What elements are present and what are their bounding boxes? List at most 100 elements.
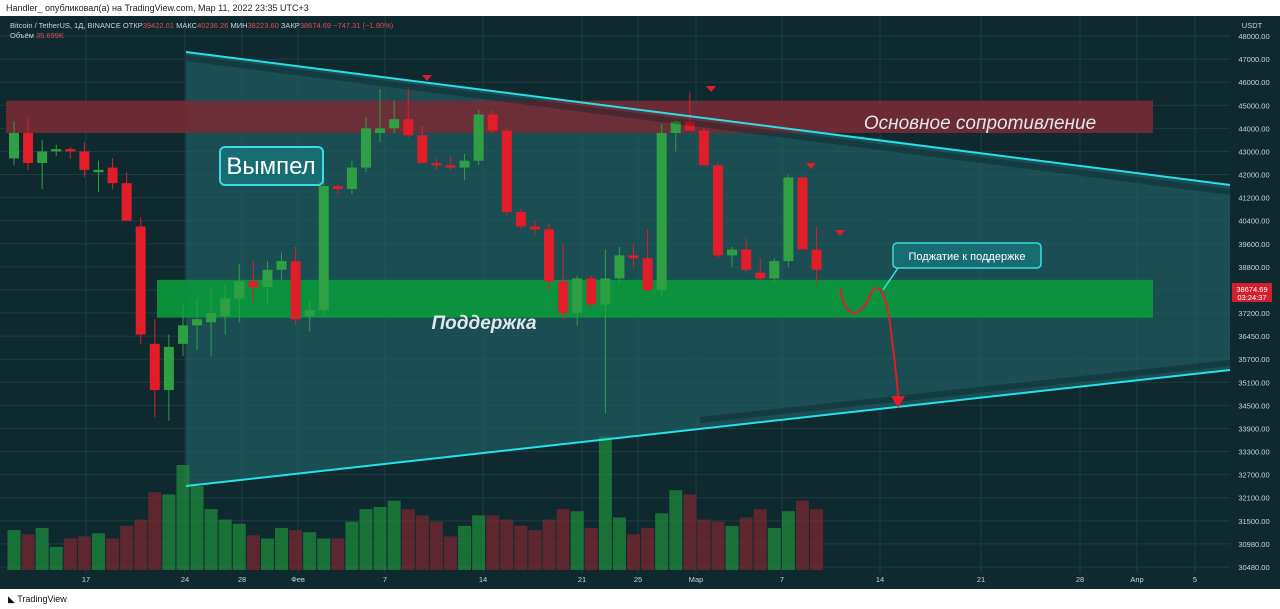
- volume-bar: [612, 517, 626, 570]
- trendlines[interactable]: [185, 51, 1231, 487]
- callout-pointer: [882, 267, 899, 291]
- volume-bar: [232, 523, 246, 570]
- volume-bar: [289, 530, 303, 570]
- candle-body: [529, 226, 540, 230]
- volume-bars: [7, 436, 824, 570]
- candle-body: [361, 128, 371, 168]
- candle-body: [220, 298, 231, 317]
- candle-body: [51, 149, 62, 152]
- legend-low-value: 38223.60: [247, 21, 279, 30]
- callout-label: Поджатие к поддержке: [909, 251, 1026, 263]
- volume-bar: [514, 525, 528, 570]
- price-tick-label: 36450.00: [1238, 332, 1269, 341]
- candle-body: [163, 346, 174, 390]
- candle-body: [135, 226, 146, 335]
- price-tick-label: 41200.00: [1238, 194, 1269, 203]
- upper-trendline[interactable]: [185, 51, 1231, 186]
- lower-trendline-shadow: [699, 360, 1231, 423]
- volume-bar: [303, 532, 317, 570]
- candle-body: [403, 119, 414, 136]
- time-tick-label: 28: [238, 575, 246, 584]
- current-price-badge: 38674.69 03:24:37: [1232, 283, 1272, 302]
- time-tick-label: 21: [977, 575, 985, 584]
- candle-body: [586, 278, 597, 305]
- legend-open-value: 39422.01: [142, 21, 175, 30]
- brand-footer: ◣ TradingView: [0, 589, 1280, 609]
- volume-bar: [162, 494, 176, 570]
- candle-body: [698, 130, 709, 166]
- volume-bar: [500, 519, 514, 570]
- price-tick-label: 44000.00: [1238, 124, 1269, 133]
- price-tick-label: 38800.00: [1238, 263, 1269, 272]
- time-axis[interactable]: 17 24 28 Фев 7 14 21 25 Мар 7 14 21 28 Апр 5: [0, 573, 1230, 589]
- candle-body: [262, 269, 273, 288]
- price-tick-label: 34500.00: [1238, 401, 1269, 410]
- volume-bar: [458, 525, 472, 570]
- lower-trendline[interactable]: [185, 369, 1231, 487]
- candle-body: [459, 160, 470, 168]
- volume-bar: [641, 528, 655, 570]
- volume-bar: [63, 538, 77, 570]
- candle-body: [65, 149, 76, 152]
- candle-body: [9, 132, 19, 159]
- volume-bar: [190, 486, 204, 570]
- candle-body: [107, 167, 118, 184]
- legend-volume-label: Объём: [10, 31, 34, 40]
- candle-body: [304, 310, 315, 317]
- price-tick-label: 30480.00: [1238, 563, 1269, 572]
- volume-bar: [655, 513, 669, 570]
- candle-body: [473, 114, 484, 161]
- candle-body: [614, 255, 625, 279]
- chart-legend: Bitcoin / TetherUS, 1Д, BINANCE ОТКР3942…: [10, 21, 393, 41]
- projection-arrow-path: [839, 287, 899, 401]
- volume-bar: [683, 494, 697, 570]
- volume-bar: [486, 515, 500, 570]
- candle-body: [23, 132, 34, 163]
- price-tick-label: 42000.00: [1238, 171, 1269, 180]
- candle-body: [206, 313, 217, 323]
- volume-bar: [91, 533, 105, 570]
- volume-bar: [246, 535, 260, 570]
- volume-bar: [176, 465, 190, 570]
- volume-bar: [753, 509, 767, 570]
- candle-body: [713, 165, 723, 256]
- candle-body: [431, 162, 442, 166]
- price-tick-label: 31500.00: [1238, 517, 1269, 526]
- volume-bar: [767, 528, 781, 570]
- upper-trendline-shadow: [185, 55, 1231, 195]
- high-markers: [422, 75, 845, 236]
- volume-bar: [697, 519, 711, 570]
- candle-body: [600, 278, 611, 305]
- candle-body: [121, 183, 132, 221]
- volume-bar: [739, 517, 753, 570]
- volume-bar: [148, 492, 162, 570]
- candle-body: [332, 186, 343, 189]
- candle-body: [417, 135, 428, 163]
- candle-body: [544, 229, 555, 282]
- volume-bar: [345, 521, 359, 570]
- candle-body: [79, 151, 90, 170]
- volume-bar: [218, 519, 232, 570]
- volume-bar: [387, 500, 401, 570]
- legend-low-label: МИН: [230, 21, 248, 30]
- projection-arrowhead: [891, 396, 905, 408]
- candle-body: [346, 167, 357, 189]
- candle-body: [192, 319, 203, 326]
- volume-bar: [77, 536, 91, 570]
- volume-bar: [810, 509, 824, 570]
- candle-body: [445, 165, 456, 168]
- volume-bar: [669, 490, 683, 570]
- candle-body: [628, 255, 639, 259]
- candle-body: [234, 281, 245, 299]
- brand-name: TradingView: [17, 594, 67, 604]
- publisher-header: Handler_ опубликовал(а) на TradingView.c…: [0, 0, 1280, 16]
- price-tick-label: 47000.00: [1238, 55, 1269, 64]
- candle-body: [177, 325, 188, 344]
- candle-body: [797, 177, 808, 250]
- candle-body: [769, 261, 780, 279]
- time-tick-label: 25: [634, 575, 642, 584]
- candle-body: [276, 261, 287, 270]
- legend-open-label: ОТКР: [122, 21, 143, 30]
- high-marker-icon: [806, 163, 816, 169]
